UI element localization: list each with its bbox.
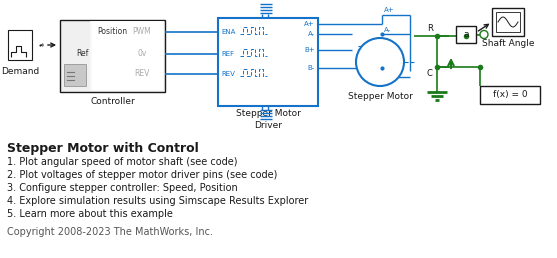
Bar <box>90 21 164 91</box>
Text: C: C <box>426 69 432 78</box>
Text: B+: B+ <box>362 43 373 49</box>
Text: Ref: Ref <box>76 50 89 59</box>
Bar <box>60 20 165 92</box>
Bar <box>456 26 476 43</box>
Text: A-: A- <box>308 31 315 37</box>
Text: A+: A+ <box>304 21 315 27</box>
Text: ENA: ENA <box>221 29 236 35</box>
Text: 3. Configure stepper controller: Speed, Position: 3. Configure stepper controller: Speed, … <box>7 183 238 193</box>
Bar <box>218 18 318 106</box>
Text: REV: REV <box>134 69 150 78</box>
Bar <box>496 12 520 32</box>
Text: 4. Explore simulation results using Simscape Results Explorer: 4. Explore simulation results using Sims… <box>7 196 308 206</box>
Text: 2. Plot voltages of stepper motor driver pins (see code): 2. Plot voltages of stepper motor driver… <box>7 170 277 180</box>
Circle shape <box>356 38 404 86</box>
Text: Shaft Angle: Shaft Angle <box>482 39 534 48</box>
Bar <box>492 8 524 36</box>
Text: Position: Position <box>97 28 127 36</box>
Text: REV: REV <box>221 71 235 77</box>
Text: PWM: PWM <box>133 28 152 36</box>
Bar <box>64 64 86 86</box>
Bar <box>480 86 540 104</box>
Text: Controller: Controller <box>90 97 135 106</box>
Text: A-: A- <box>384 27 391 33</box>
Text: A+: A+ <box>384 7 394 13</box>
Text: REF: REF <box>221 51 234 57</box>
Bar <box>92 22 163 90</box>
Text: f(x) = 0: f(x) = 0 <box>493 91 527 100</box>
Text: 1. Plot angular speed of motor shaft (see code): 1. Plot angular speed of motor shaft (se… <box>7 157 237 167</box>
Text: Demand: Demand <box>1 67 39 76</box>
Text: Stepper Motor
Driver: Stepper Motor Driver <box>236 109 300 130</box>
Text: Stepper Motor: Stepper Motor <box>348 92 412 101</box>
Text: B-: B- <box>384 78 391 84</box>
Text: Stepper Motor with Control: Stepper Motor with Control <box>7 142 199 155</box>
Text: R: R <box>427 24 433 33</box>
Text: a: a <box>463 30 469 39</box>
Bar <box>8 30 32 60</box>
Text: B+: B+ <box>304 47 315 53</box>
Text: Copyright 2008-2023 The MathWorks, Inc.: Copyright 2008-2023 The MathWorks, Inc. <box>7 227 213 237</box>
Text: 5. Learn more about this example: 5. Learn more about this example <box>7 209 173 219</box>
Text: 0v: 0v <box>138 50 146 59</box>
Text: B-: B- <box>308 65 315 71</box>
